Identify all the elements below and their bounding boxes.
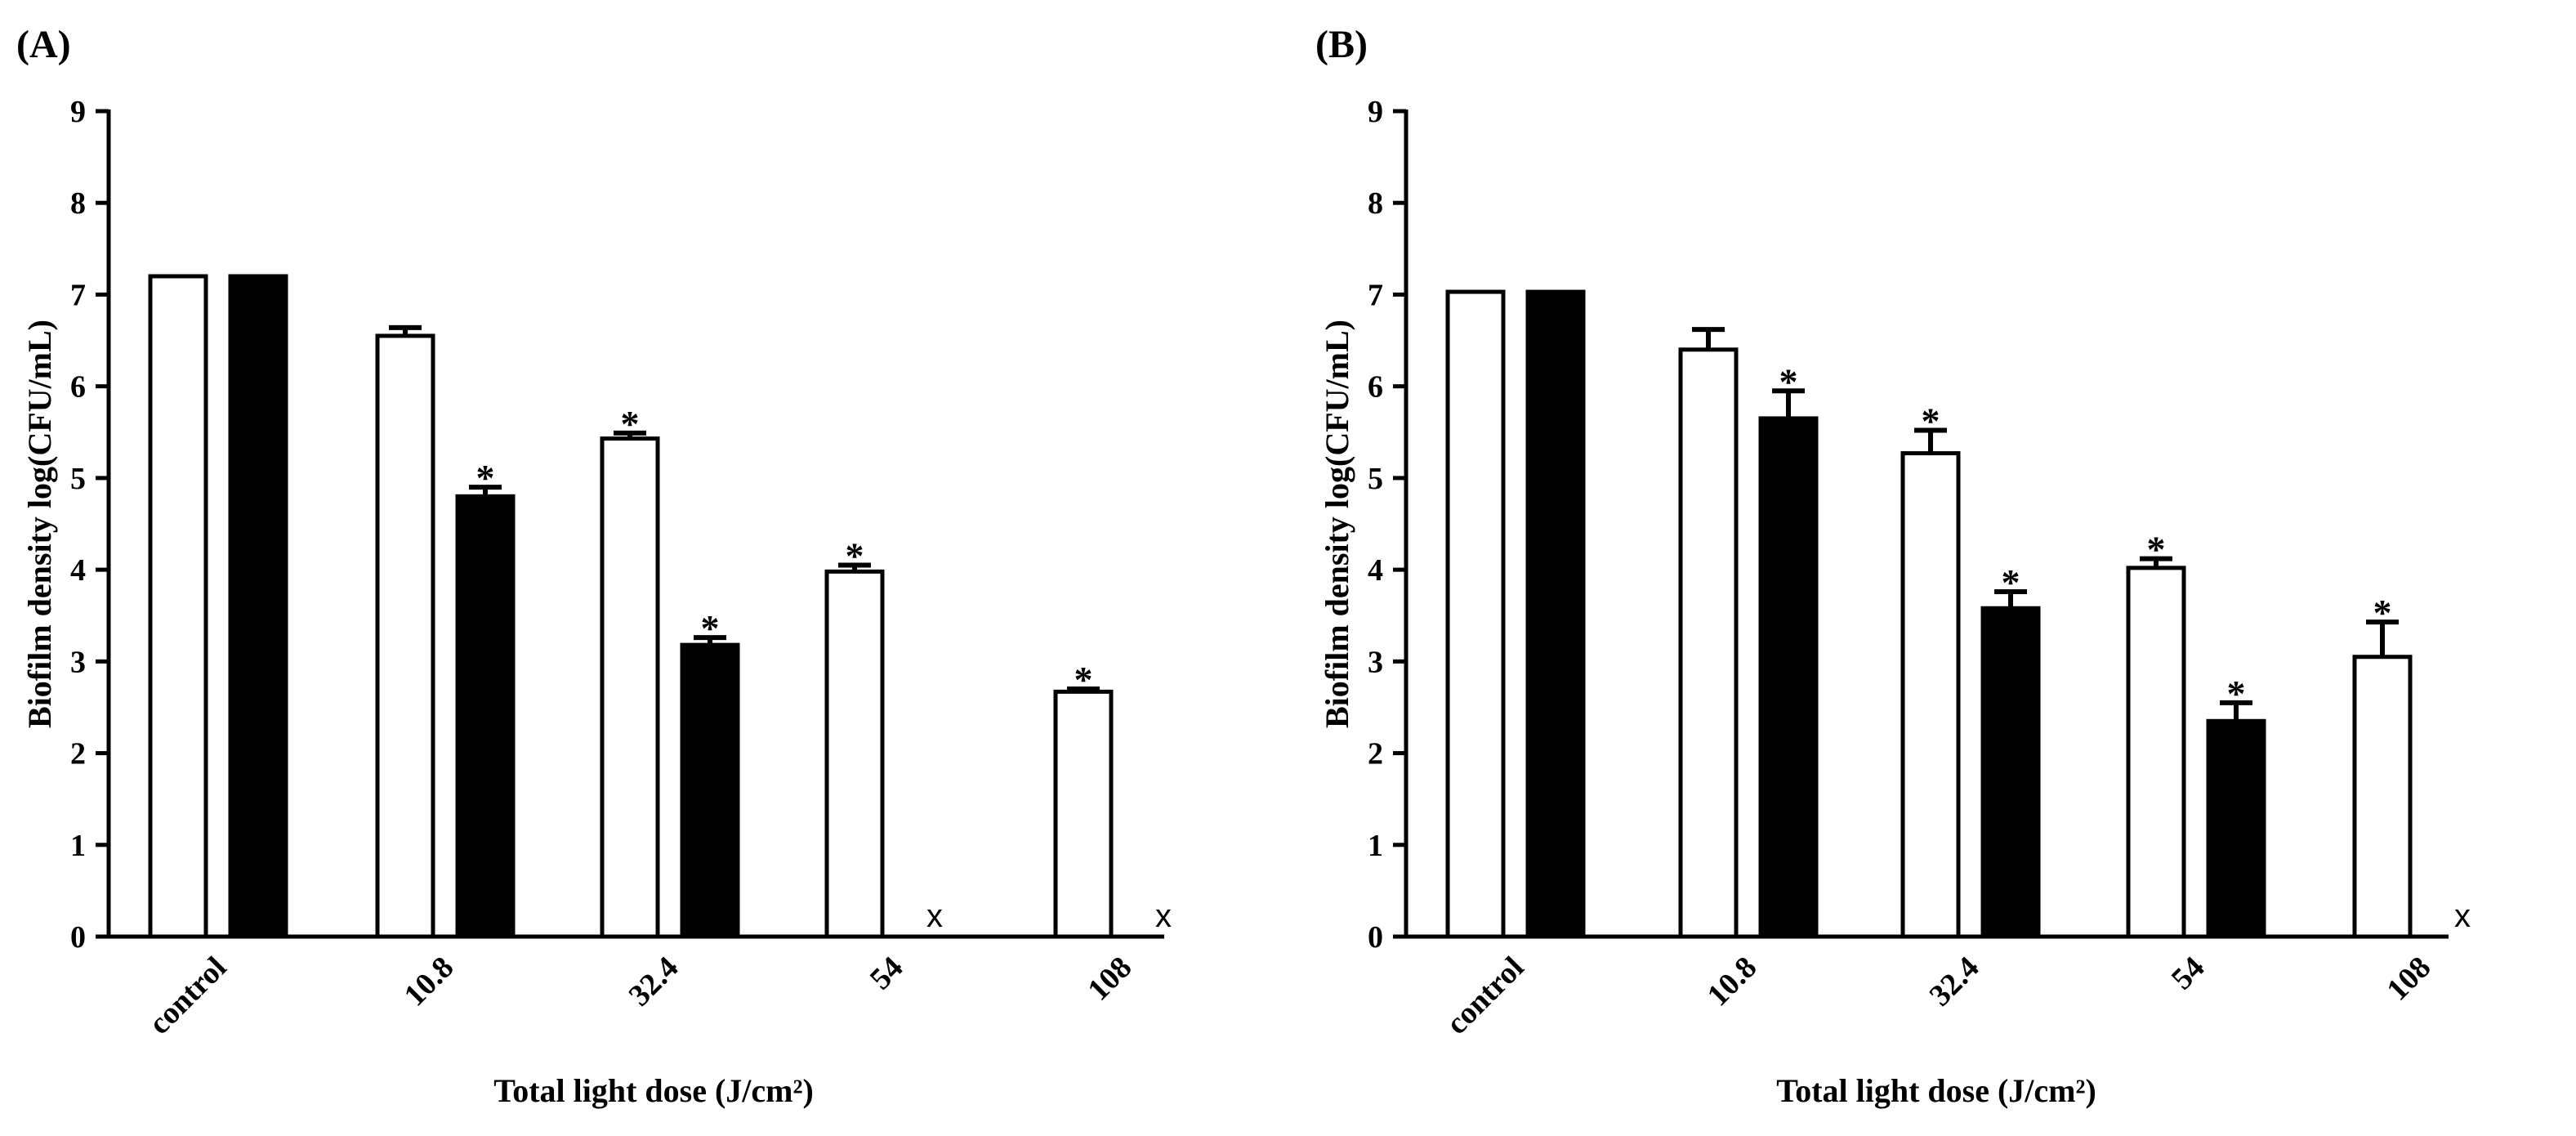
x-tick-label: control <box>1440 950 1530 1041</box>
x-axis-label: Total light dose (J/cm²) <box>493 1072 814 1109</box>
bar <box>2206 718 2266 939</box>
y-tick-label: 5 <box>70 462 86 496</box>
x-tick-label: 10.8 <box>398 950 461 1013</box>
significance-marker: * <box>846 535 864 577</box>
y-tick-label: 3 <box>1368 645 1383 679</box>
y-tick-label: 3 <box>70 645 86 679</box>
y-tick-label: 4 <box>70 553 86 588</box>
y-tick-label: 6 <box>70 370 86 405</box>
x-tick-label: 54 <box>2165 950 2212 997</box>
significance-marker: * <box>2002 561 2020 603</box>
panel-label: (B) <box>1315 23 1368 66</box>
y-tick-label: 2 <box>70 737 86 771</box>
not-detected-marker: x <box>1155 898 1172 934</box>
significance-marker: * <box>1074 659 1093 700</box>
y-axis-label: Biofilm density log(CFU/mL) <box>21 320 58 728</box>
y-axis-label: Biofilm density log(CFU/mL) <box>1319 320 1355 728</box>
bar <box>1678 347 1739 939</box>
bar <box>228 274 288 939</box>
significance-marker: * <box>2227 673 2246 714</box>
bar <box>1758 416 1819 939</box>
y-tick-label: 8 <box>70 186 86 221</box>
x-tick-label: 54 <box>864 950 910 997</box>
x-axis-label: Total light dose (J/cm²) <box>1776 1072 2096 1109</box>
panel-a: (A) 0 1 2 3 4 5 6 7 8 9 Biofilm density log(CFU/mL)… <box>16 23 1172 1109</box>
y-tick-label: 9 <box>70 95 86 129</box>
y-tick-label: 2 <box>1368 737 1383 771</box>
x-tick-label: 32.4 <box>1923 950 1986 1013</box>
bar <box>2126 566 2186 939</box>
significance-marker: * <box>476 457 495 499</box>
y-tick-label: 1 <box>70 829 86 863</box>
not-detected-marker: x <box>926 898 943 934</box>
panel-b: (B) 0 1 2 3 4 5 6 7 8 9 Biofilm density log(CFU/mL)… <box>1315 23 2471 1109</box>
y-tick-label: 0 <box>1368 920 1383 955</box>
bar <box>680 642 740 939</box>
y-tick-label: 5 <box>1368 462 1383 496</box>
x-tick-label: 108 <box>1081 950 1138 1008</box>
bar <box>1980 606 2041 939</box>
bar <box>1525 289 1586 939</box>
significance-marker: * <box>1779 360 1798 402</box>
bar <box>824 569 885 939</box>
bar <box>1900 451 1961 939</box>
y-tick-label: 0 <box>70 920 86 955</box>
significance-marker: * <box>2373 592 2392 633</box>
bar <box>600 436 660 939</box>
y-tick-label: 1 <box>1368 829 1383 863</box>
bar <box>2352 655 2413 939</box>
bar <box>455 494 516 939</box>
bar <box>1053 689 1114 939</box>
y-tick-label: 7 <box>1368 278 1383 312</box>
bar <box>148 274 208 939</box>
bar <box>1445 289 1506 939</box>
significance-marker: * <box>701 607 720 649</box>
x-tick-label: 32.4 <box>623 950 685 1013</box>
significance-marker: * <box>621 403 640 445</box>
panel-label: (A) <box>16 23 71 66</box>
not-detected-marker: x <box>2454 898 2471 934</box>
y-tick-label: 7 <box>70 278 86 312</box>
x-tick-label: 108 <box>2380 950 2437 1008</box>
y-tick-label: 9 <box>1368 95 1383 129</box>
significance-marker: * <box>1922 400 1940 442</box>
y-tick-label: 8 <box>1368 186 1383 221</box>
x-tick-label: control <box>142 950 233 1041</box>
y-tick-label: 6 <box>1368 370 1383 405</box>
y-tick-label: 4 <box>1368 553 1383 588</box>
x-tick-label: 10.8 <box>1701 950 1764 1013</box>
bar <box>375 333 435 939</box>
significance-marker: * <box>2147 529 2166 570</box>
